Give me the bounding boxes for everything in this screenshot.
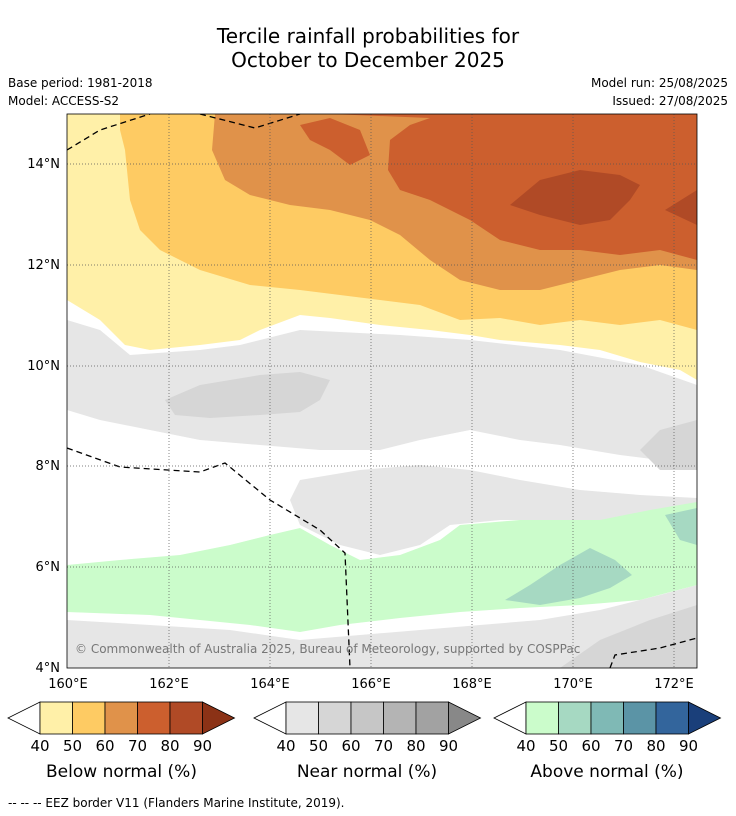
lat-label: 6°N: [36, 560, 61, 575]
lon-label: 172°E: [654, 677, 694, 692]
colorbar-tick-label: 40: [516, 737, 535, 755]
colorbar-tick-label: 80: [646, 737, 665, 755]
colorbar-segment: [72, 701, 106, 735]
colorbar-tick-label: 40: [30, 737, 49, 755]
colorbar-segment: [415, 701, 449, 735]
lon-label: 164°E: [250, 677, 290, 692]
map-frame: [66, 113, 698, 669]
colorbar-segment: [525, 701, 559, 735]
colorbar-segment: [39, 701, 73, 735]
colorbar-segment: [655, 701, 689, 735]
lat-label: 14°N: [27, 157, 60, 172]
model-name: Model: ACCESS-S2: [8, 94, 120, 108]
map-title-line2: October to December 2025: [231, 48, 505, 72]
eez-footnote: -- -- -- EEZ border V11 (Flanders Marine…: [8, 796, 345, 810]
lat-label: 12°N: [27, 258, 60, 273]
below-80-region: [510, 170, 640, 225]
model-run: Model run: 25/08/2025: [590, 76, 728, 90]
colorbar-tick-label: 60: [341, 737, 360, 755]
copyright-text: © Commonwealth of Australia 2025, Bureau…: [75, 642, 580, 656]
colorbars: 40 50 60 70 80 90 40 50 60 70 80 90 40 50 60 70 80 90: [7, 701, 722, 755]
above-50-region: [505, 548, 632, 605]
colorbar-tick-label: 80: [160, 737, 179, 755]
colorbar-segment: [169, 701, 203, 735]
colorbar-tick-label: 70: [614, 737, 633, 755]
lon-labels: 160°E 162°E 164°E 166°E 168°E 170°E 172°…: [48, 677, 694, 692]
near-50-region: [165, 372, 330, 418]
lon-label: 160°E: [48, 677, 88, 692]
colorbar-segment: [558, 701, 592, 735]
map-title-line1: Tercile rainfall probabilities for: [216, 24, 520, 48]
near-normal-label: Near normal (%): [296, 762, 438, 782]
lat-label: 4°N: [36, 661, 61, 676]
colorbar-segment: [623, 701, 657, 735]
below-70-region: [330, 114, 697, 260]
colorbar-tick-label: 90: [679, 737, 698, 755]
colorbar-tick-label: 70: [374, 737, 393, 755]
lon-label: 166°E: [351, 677, 391, 692]
colorbar-tick-label: 70: [128, 737, 147, 755]
colorbar-low-extension: [493, 701, 527, 735]
colorbar-high-extension: [448, 701, 482, 735]
lon-label: 162°E: [149, 677, 189, 692]
colorbar-segment: [383, 701, 417, 735]
colorbar-high-extension: [688, 701, 722, 735]
colorbar-segment: [318, 701, 352, 735]
lat-labels: 14°N 12°N 10°N 8°N 6°N 4°N: [27, 157, 60, 676]
colorbar-tick-label: 40: [276, 737, 295, 755]
colorbar-segment: [285, 701, 319, 735]
colorbar-tick-label: 80: [406, 737, 425, 755]
lat-label: 10°N: [27, 359, 60, 374]
colorbar-segment: [590, 701, 624, 735]
colorbar-above: 40 50 60 70 80 90: [493, 701, 722, 755]
above-normal-label: Above normal (%): [530, 762, 684, 782]
colorbar-tick-label: 90: [193, 737, 212, 755]
below-normal-label: Below normal (%): [46, 762, 197, 782]
colorbar-tick-label: 50: [309, 737, 328, 755]
eez-border: [67, 114, 697, 668]
colorbar-tick-label: 60: [581, 737, 600, 755]
colorbar-segment: [350, 701, 384, 735]
lon-label: 168°E: [452, 677, 492, 692]
near-40-region: [67, 320, 697, 460]
colorbar-segment: [104, 701, 138, 735]
colorbar-low-extension: [253, 701, 287, 735]
colorbar-below: 40 50 60 70 80 90: [7, 701, 236, 755]
colorbar-low-extension: [7, 701, 41, 735]
colorbar-tick-label: 50: [549, 737, 568, 755]
issued-date: Issued: 27/08/2025: [612, 94, 728, 108]
colorbar-near: 40 50 60 70 80 90: [253, 701, 482, 755]
base-period: Base period: 1981-2018: [8, 76, 153, 90]
colorbar-tick-label: 50: [63, 737, 82, 755]
grid-lines: [67, 114, 697, 668]
colorbar-high-extension: [202, 701, 236, 735]
lon-label: 170°E: [553, 677, 593, 692]
colorbar-tick-label: 90: [439, 737, 458, 755]
colorbar-tick-label: 60: [95, 737, 114, 755]
probability-field: [67, 114, 697, 668]
lat-label: 8°N: [36, 459, 61, 474]
colorbar-segment: [137, 701, 171, 735]
